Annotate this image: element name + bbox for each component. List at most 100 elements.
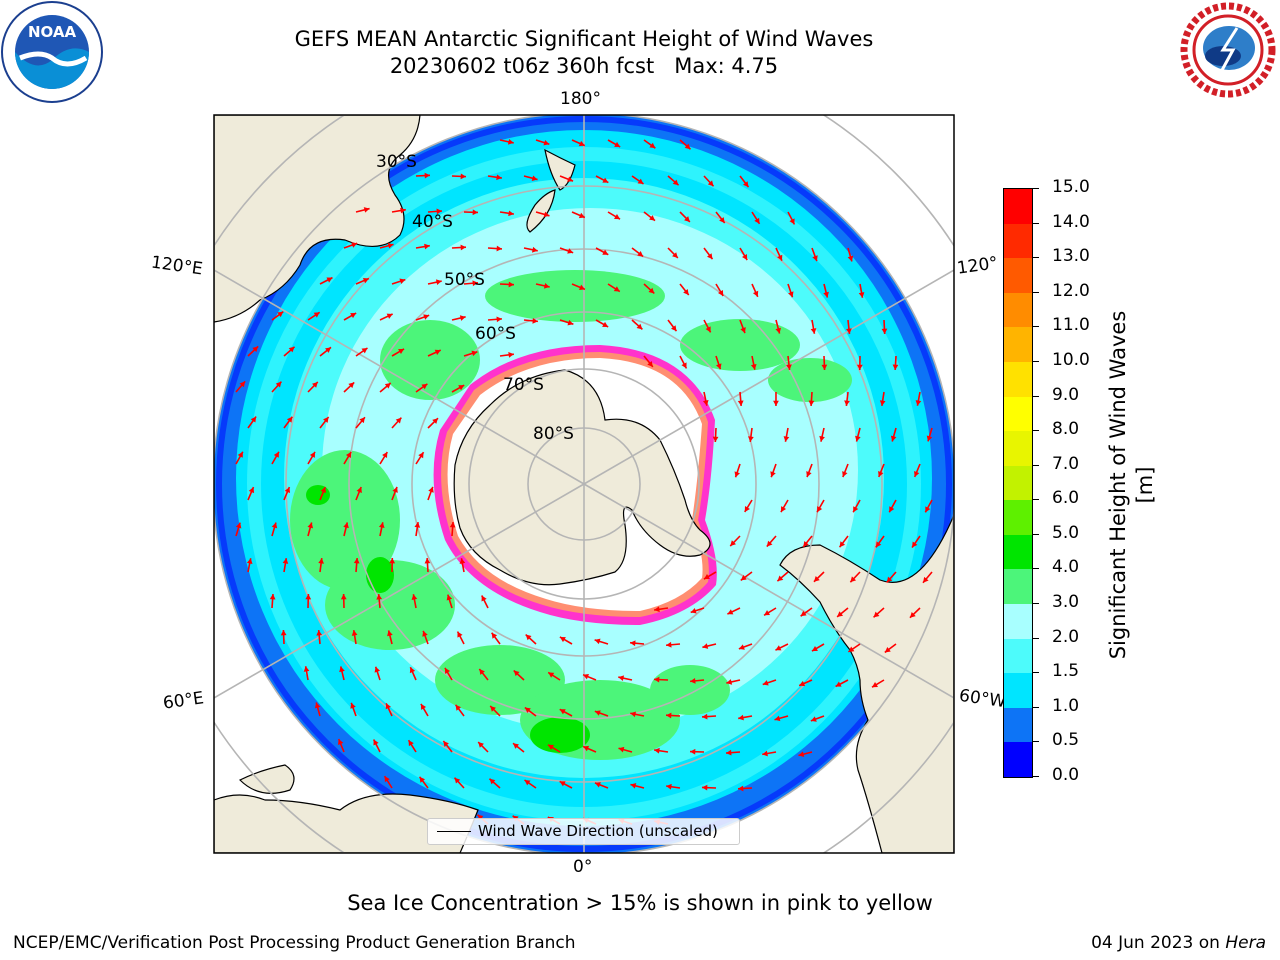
colorbar-segment xyxy=(1004,430,1032,466)
wave-arrow-head xyxy=(316,630,323,636)
wave-arrow-head xyxy=(444,667,451,674)
wave-arrow-head xyxy=(389,558,396,564)
wave-arrow-head xyxy=(602,177,609,183)
wave-arrow-head xyxy=(583,674,590,680)
wave-arrow-head xyxy=(774,715,781,722)
map-frame xyxy=(213,114,955,854)
wave-arrow-head xyxy=(775,645,782,651)
wave-arrow-head xyxy=(630,640,636,647)
wave-arrow-head xyxy=(422,630,428,637)
wave-arrow-head xyxy=(712,436,719,442)
wave-arrow-head xyxy=(666,641,672,648)
wave-arrow-head xyxy=(250,416,257,423)
wave-arrow-head xyxy=(513,743,519,749)
wave-arrow-head xyxy=(702,784,708,791)
colorbar-tick-label: 1.5 xyxy=(1052,661,1080,682)
credit-date: 04 Jun 2023 on Hera xyxy=(1091,933,1266,953)
wave-arrow-head xyxy=(889,506,895,513)
wave-arrow-head xyxy=(738,785,744,792)
wave-arrow-head xyxy=(384,383,391,389)
wave-arrow-head xyxy=(491,632,498,639)
wave-arrow-head xyxy=(702,643,709,649)
wave-arrow-head xyxy=(806,471,812,478)
wave-arrow-head xyxy=(398,348,405,355)
wave-arrow-head xyxy=(926,435,933,442)
wave-arrow-head xyxy=(237,451,243,458)
wave-arrow-head xyxy=(684,143,691,150)
colorbar-tick-mark xyxy=(1033,499,1039,501)
noaa-logo: NOAA xyxy=(1,1,103,103)
lat-label-60s: 60°S xyxy=(475,324,516,344)
wave-arrow-head xyxy=(754,217,760,224)
wave-arrow-head xyxy=(684,216,690,222)
wave-arrow-head xyxy=(837,611,844,617)
wave-arrow-head xyxy=(312,381,318,388)
wave-arrow-head xyxy=(637,251,644,257)
colorbar-segment xyxy=(1004,499,1032,535)
wave-arrow-head xyxy=(496,174,502,181)
wave-arrow-head xyxy=(496,245,502,252)
colorbar-title: Significant Height of Wind Waves [m] xyxy=(1106,310,1157,660)
wave-arrow-head xyxy=(719,217,725,223)
wave-arrow-head xyxy=(879,400,886,406)
colorbar-tick-label: 15.0 xyxy=(1052,177,1090,197)
colorbar-segment xyxy=(1004,292,1032,328)
wave-arrow-head xyxy=(385,703,391,710)
nws-logo xyxy=(1180,2,1276,98)
colorbar-tick-mark xyxy=(1033,222,1039,224)
wave-arrow-head xyxy=(734,471,740,478)
wave-arrow-head xyxy=(648,287,655,294)
wave-arrow-head xyxy=(419,776,426,783)
wave-arrow-head xyxy=(705,326,711,333)
wave-arrow-head xyxy=(602,249,609,255)
wave-arrow-head xyxy=(284,487,291,494)
wave-arrow-head xyxy=(350,702,356,709)
wave-arrow-head xyxy=(923,576,929,583)
wave-arrow-head xyxy=(459,558,466,564)
colorbar-tick-mark xyxy=(1033,776,1039,777)
wave-arrow-head xyxy=(750,363,757,370)
colorbar-tick-label: 3.0 xyxy=(1052,592,1080,613)
colorbar-tick-mark xyxy=(1033,188,1039,189)
wave-arrow-head xyxy=(446,594,453,601)
wave-arrow-head xyxy=(525,634,532,641)
wave-arrow-head xyxy=(309,451,315,458)
wave-arrow-head xyxy=(842,471,848,478)
wave-arrow-head xyxy=(647,360,653,367)
wave-arrow-head xyxy=(886,576,893,583)
wave-arrow-head xyxy=(810,716,817,722)
wave-arrow-head xyxy=(320,487,326,494)
colorbar-segment xyxy=(1004,534,1032,570)
wave-arrow-head xyxy=(246,558,253,564)
colorbar-segment xyxy=(1004,568,1032,605)
colorbar-segment xyxy=(1004,257,1032,293)
wave-arrow-head xyxy=(702,713,708,720)
colorbar-tick-mark xyxy=(1033,637,1039,639)
wave-arrow-head xyxy=(578,284,585,290)
wave-arrow-head xyxy=(481,595,487,602)
wave-arrow-head xyxy=(773,400,779,406)
colorbar-tick-mark xyxy=(1033,464,1039,466)
colorbar-tick-label: 9.0 xyxy=(1052,384,1080,405)
wave-arrow-head xyxy=(846,328,852,334)
wave-arrow-head xyxy=(630,783,637,789)
colorbar-tick-label: 10.0 xyxy=(1052,349,1090,370)
wave-arrow-head xyxy=(881,328,888,334)
wave-arrow-head xyxy=(766,540,773,547)
colorbar-tick-mark xyxy=(1033,257,1039,259)
colorbar-tick-label: 6.0 xyxy=(1052,488,1080,509)
wave-arrow-head xyxy=(489,778,496,785)
wave-arrow-head xyxy=(892,364,899,370)
colorbar-tick-mark xyxy=(1033,533,1039,535)
wave-arrow-head xyxy=(418,452,424,459)
wave-arrow-head xyxy=(559,709,566,715)
wave-arrow-head xyxy=(269,594,276,600)
wave-arrow-head xyxy=(339,666,345,673)
colorbar-tick-mark xyxy=(1033,672,1039,674)
wave-arrow-head xyxy=(382,452,388,459)
wave-arrow-head xyxy=(716,363,722,370)
colorbar-segment xyxy=(1004,707,1032,743)
wave-arrow-head xyxy=(350,313,357,319)
colorbar-segment xyxy=(1004,741,1032,777)
wave-arrow-head xyxy=(583,745,590,752)
